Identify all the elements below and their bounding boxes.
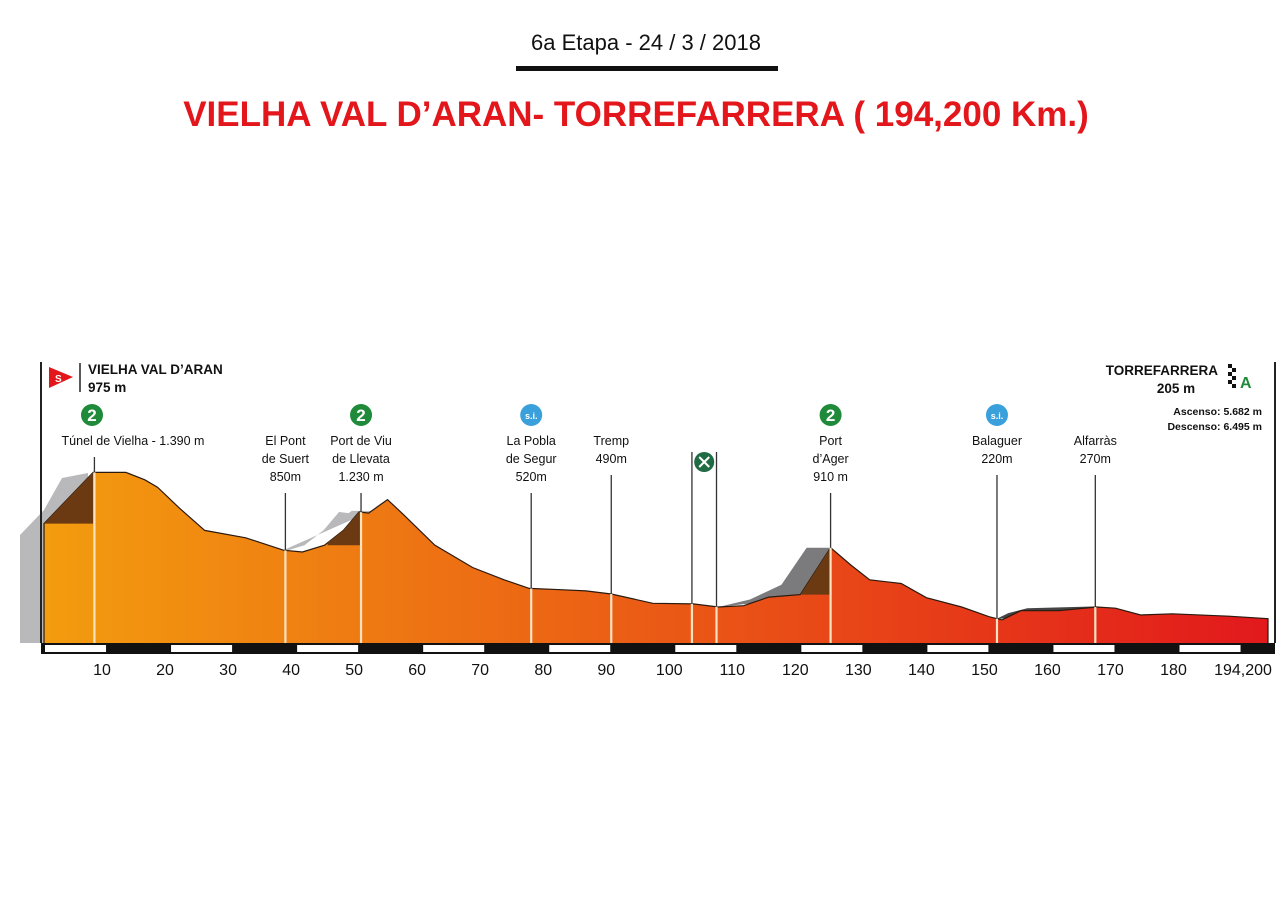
- marker-climb: Túnel de Vielha - 1.390 m 2: [62, 404, 205, 643]
- profile-area: [43, 471, 1269, 645]
- x-tick-label: 30: [219, 662, 237, 679]
- finish-elevation: 205 m: [1157, 381, 1195, 396]
- marker-label: d’Ager: [813, 452, 849, 466]
- marker-label: de Segur: [506, 452, 557, 466]
- stage-title: VIELHA VAL D’ARAN- TORREFARRERA ( 194,20…: [183, 95, 1089, 134]
- x-tick-label: 160: [1034, 662, 1061, 679]
- axis-segment: [171, 645, 233, 652]
- marker-label: 520m: [516, 470, 547, 484]
- mountain-category-icon: 2: [81, 404, 103, 426]
- svg-text:2: 2: [826, 406, 835, 425]
- svg-text:2: 2: [356, 406, 365, 425]
- x-tick-label: 40: [282, 662, 300, 679]
- marker-label: 850m: [270, 470, 301, 484]
- x-tick-label: 20: [156, 662, 174, 679]
- svg-text:2: 2: [87, 406, 96, 425]
- subtitle-underline: [516, 66, 778, 71]
- mountain-category-icon: 2: [819, 404, 842, 426]
- marker-sprint: La Pobla de Segur 520m s.i.: [506, 404, 557, 643]
- marker-label: 270m: [1080, 452, 1111, 466]
- ascent-total: Ascenso: 5.682 m: [1173, 406, 1262, 418]
- svg-text:A: A: [1240, 375, 1252, 392]
- marker-label: de Llevata: [332, 452, 390, 466]
- axis-segment: [297, 645, 359, 652]
- descent-total: Descenso: 6.495 m: [1167, 421, 1262, 433]
- marker-climb: Port de Viu de Llevata 1.230 m 2: [330, 404, 392, 643]
- x-tick-label: 70: [471, 662, 489, 679]
- x-tick-label: 60: [408, 662, 426, 679]
- mountain-category-icon: 2: [350, 404, 373, 426]
- start-flag-icon: S: [49, 367, 73, 388]
- marker-label: 490m: [596, 452, 627, 466]
- x-tick-label: 110: [720, 662, 746, 679]
- svg-text:s.i.: s.i.: [525, 411, 538, 421]
- axis-segment: [801, 645, 863, 652]
- feed-zone-icon: [694, 452, 715, 472]
- start-elevation: 975 m: [88, 380, 126, 395]
- marker-town: Alfarràs 270m: [1074, 434, 1117, 643]
- intermediate-sprint-icon: s.i.: [520, 404, 543, 426]
- x-tick-label: 10: [93, 662, 111, 679]
- climb-shadow: [263, 510, 372, 553]
- x-tick-label: 100: [656, 662, 683, 679]
- marker-town: El Pont de Suert 850m: [262, 434, 310, 643]
- x-tick-label: 150: [971, 662, 998, 679]
- axis-segment: [927, 645, 989, 652]
- axis-segment: [1179, 645, 1241, 652]
- x-tick-label: 120: [782, 662, 809, 679]
- x-tick-label: 90: [597, 662, 615, 679]
- x-tick-label: 50: [345, 662, 363, 679]
- marker-label: Alfarràs: [1074, 434, 1117, 448]
- svg-text:s.i.: s.i.: [991, 411, 1004, 421]
- intermediate-sprint-icon: s.i.: [985, 404, 1008, 426]
- axis-segment: [1053, 645, 1115, 652]
- climb-shade: [768, 547, 831, 595]
- axis-bar: [41, 643, 1275, 654]
- marker-label: La Pobla: [507, 434, 556, 448]
- markers: Túnel de Vielha - 1.390 m 2 El Pont de Suer…: [62, 404, 1117, 643]
- svg-text:S: S: [55, 374, 62, 385]
- x-tick-label: 130: [845, 662, 872, 679]
- climb-shade: [44, 472, 94, 524]
- x-tick-label: 170: [1097, 662, 1124, 679]
- checkered-flag-icon: A: [1228, 364, 1252, 392]
- x-tick-label: 80: [534, 662, 552, 679]
- marker-label: Port: [819, 434, 842, 448]
- x-axis: 10 20 30 40 50 60 70 80 90 100 110 120 130 140 150 160 1…: [41, 643, 1275, 679]
- marker-sprint: Balaguer 220m s.i.: [972, 404, 1022, 643]
- x-tick-label: 194,200: [1214, 662, 1272, 679]
- marker-label: Balaguer: [972, 434, 1022, 448]
- marker-label: 910 m: [813, 470, 848, 484]
- axis-segment: [423, 645, 485, 652]
- axis-segment: [549, 645, 611, 652]
- marker-town: Tremp 490m: [593, 434, 629, 643]
- marker-label: 1.230 m: [338, 470, 383, 484]
- climb-shading: [44, 472, 831, 595]
- start-name: VIELHA VAL D’ARAN: [88, 362, 223, 377]
- climb-shade: [327, 511, 362, 546]
- marker-label: Túnel de Vielha - 1.390 m: [62, 434, 205, 448]
- axis-segment: [675, 645, 737, 652]
- marker-climb: Port d’Ager 910 m 2: [813, 404, 849, 643]
- marker-label: de Suert: [262, 452, 310, 466]
- marker-label: 220m: [981, 452, 1012, 466]
- marker-label: Port de Viu: [330, 434, 392, 448]
- stage-subtitle: 6a Etapa - 24 / 3 / 2018: [531, 30, 761, 55]
- finish-name: TORREFARRERA: [1106, 363, 1219, 378]
- axis-segment: [45, 645, 107, 652]
- x-tick-label: 140: [908, 662, 935, 679]
- marker-label: Tremp: [593, 434, 629, 448]
- marker-label: El Pont: [265, 434, 306, 448]
- x-tick-label: 180: [1160, 662, 1187, 679]
